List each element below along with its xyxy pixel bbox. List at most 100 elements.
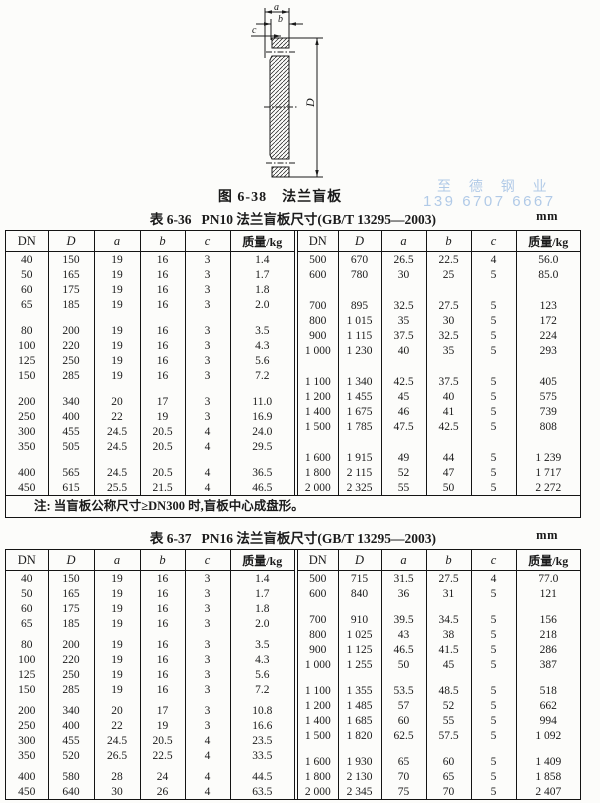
table-cell: 19 [94, 682, 141, 697]
group-gap-row [6, 312, 294, 323]
column-header: D [48, 231, 95, 252]
table-cell: 1 455 [338, 389, 382, 404]
group-gap-row [6, 697, 294, 703]
gap-cell [426, 434, 472, 450]
gap-cell [338, 282, 382, 298]
gap-cell [140, 454, 186, 465]
table-cell: 3 [185, 338, 231, 353]
table-cell: 40 [6, 570, 49, 586]
table-cell: 100 [6, 338, 49, 353]
gap-cell [140, 763, 186, 769]
table-cell: 65 [426, 769, 472, 784]
table-cell: 30 [381, 267, 427, 282]
table-cell: 20.5 [140, 733, 186, 748]
table-cell: 2 345 [338, 784, 382, 799]
table-row: 60 175 19 16 3 1.8 [6, 282, 294, 297]
table-cell: 44 [426, 450, 472, 465]
gap-cell [471, 743, 517, 754]
table-cell: 165 [48, 586, 95, 601]
column-header: DN [298, 550, 339, 571]
gap-cell [338, 434, 382, 450]
table-cell: 200 [48, 323, 95, 338]
table-cell: 518 [539, 684, 557, 697]
table-cell: 45 [426, 657, 472, 672]
gap-cell [298, 282, 339, 298]
table-cell: 285 [48, 682, 95, 697]
table-cell: 28 [94, 769, 141, 784]
gap-cell [185, 763, 231, 769]
gap-cell [298, 743, 339, 754]
column-header: b [140, 231, 186, 252]
column-header: 质量/kg [516, 231, 580, 252]
table-cell: 70 [426, 784, 472, 799]
table-cell: 19 [94, 323, 141, 338]
table-cell: 38 [426, 627, 472, 642]
gap-cell [6, 383, 49, 394]
table-row: 900 1 115 37.5 32.5 5 224 [298, 328, 580, 343]
gap-cell [185, 312, 231, 323]
table-cell: 1 000 [298, 343, 339, 358]
group-gap-row [6, 454, 294, 465]
gap-cell [48, 454, 95, 465]
table-cell: 3 [185, 368, 231, 383]
table-cell: 27.5 [426, 298, 472, 313]
table-cell: 400 [48, 409, 95, 424]
table-cell: 19 [94, 251, 141, 267]
table-cell: 500 [298, 251, 339, 267]
table-row: 50 165 19 16 3 1.7 [6, 586, 294, 601]
table-cell: 16 [140, 297, 186, 312]
table-cell: 16 [140, 323, 186, 338]
table-cell: 1 230 [338, 343, 382, 358]
table-cell: 24.5 [94, 465, 141, 480]
table-cell: 5 [471, 298, 517, 313]
gap-cell [426, 743, 472, 754]
half-divider [294, 231, 298, 495]
gap-cell [338, 672, 382, 683]
table-cell: 1 685 [338, 713, 382, 728]
table-cell: 16 [140, 570, 186, 586]
table-cell: 994 [539, 714, 557, 727]
table-cell: 48.5 [426, 683, 472, 698]
table-cell: 250 [48, 667, 95, 682]
table-cell: 5 [471, 586, 517, 601]
table-row: 150 285 19 16 3 7.2 [6, 368, 294, 383]
table-cell: 19 [94, 353, 141, 368]
table-cell: 700 [298, 298, 339, 313]
table-cell: 52 [381, 465, 427, 480]
table-cell: 39.5 [381, 612, 427, 627]
table-cell: 3 [185, 570, 231, 586]
table-cell: 20 [94, 703, 141, 718]
table-cell: 1 015 [338, 313, 382, 328]
table-cell: 3 [185, 682, 231, 697]
gap-cell [230, 312, 294, 323]
table-cell: 36 [381, 586, 427, 601]
table-cell: 4 [185, 733, 231, 748]
column-header: b [140, 550, 186, 571]
table-cell: 65 [6, 616, 49, 631]
half-divider [294, 550, 298, 799]
column-header: c [185, 231, 231, 252]
watermark-phone: 139 6707 6667 [423, 193, 556, 210]
group-gap-row [298, 743, 580, 754]
table-cell: 715 [338, 570, 382, 586]
table-cell: 16 [140, 368, 186, 383]
table-cell: 400 [48, 718, 95, 733]
table-cell: 910 [338, 612, 382, 627]
gap-cell [298, 672, 339, 683]
table-cell: 293 [539, 344, 557, 357]
table-cell: 780 [338, 267, 382, 282]
table-cell: 32.5 [381, 298, 427, 313]
table-cell: 285 [48, 368, 95, 383]
table-cell: 3 [185, 652, 231, 667]
group-gap-row [298, 434, 580, 450]
unit-label: mm [536, 209, 558, 223]
table-cell: 5.6 [255, 354, 270, 367]
table-row: 40 150 19 16 3 1.4 [6, 251, 294, 267]
table-cell: 53.5 [381, 683, 427, 698]
table-cell: 224 [539, 329, 557, 342]
table-cell: 65 [6, 297, 49, 312]
table-cell: 16 [140, 682, 186, 697]
gap-cell [140, 631, 186, 637]
